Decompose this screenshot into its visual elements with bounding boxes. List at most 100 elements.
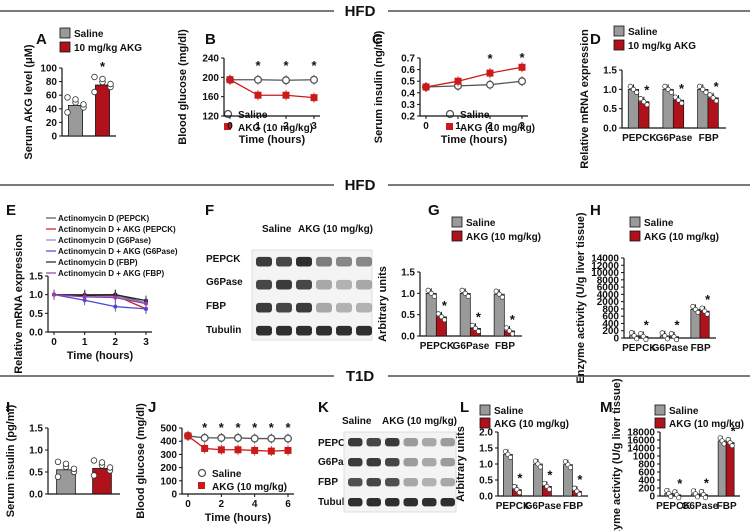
replicate-dot <box>665 86 671 92</box>
y-axis-label: Blood glucose (mg/dl) <box>177 29 189 145</box>
panel-label-c: C <box>372 31 383 48</box>
data-point-akg <box>310 94 318 102</box>
replicate-dot <box>702 495 709 501</box>
y-axis-label: Blood glucose (mg/dl) <box>135 403 147 519</box>
y-tick-label: 0.6 <box>401 65 415 76</box>
data-point-akg <box>282 91 290 99</box>
section-title-hfd-1: HFD <box>345 3 376 20</box>
blot-f-row-pepck: PEPCK <box>206 254 241 265</box>
axes-d: 0.0 0.5 1.0 1.5 Relative mRNA expression <box>579 29 726 169</box>
data-point-saline <box>233 433 243 442</box>
y-tick-label: 1.0 <box>29 290 43 301</box>
y-tick-label: 200 <box>160 463 177 474</box>
replicate-dot <box>475 328 482 334</box>
y-axis-label: Relative mRNA expression <box>13 234 25 374</box>
significance-star: * <box>311 58 317 73</box>
data-point <box>82 294 87 299</box>
bar-saline <box>459 292 471 337</box>
replicate-dot <box>627 83 633 89</box>
category-label: PEPCK <box>496 501 531 512</box>
legend-label-saline: Saline <box>212 469 242 480</box>
significance-star: * <box>644 83 650 98</box>
replicate-dot <box>694 494 701 500</box>
y-tick-label: 0.0 <box>479 492 493 503</box>
blot-f-header-akg: AKG (10 mg/kg) <box>298 224 373 235</box>
y-tick-label: 160 <box>202 92 219 103</box>
replicate-dot <box>472 325 478 331</box>
legend-swatch-saline <box>613 25 625 37</box>
panel-label-j: J <box>148 399 156 416</box>
y-axis-label: Enzyme activity (U/g liver tissue) <box>611 378 623 531</box>
x-tick-label: 1 <box>255 121 261 132</box>
legend-swatch-saline <box>451 216 463 228</box>
panel-label-a: A <box>36 31 47 48</box>
blot-band <box>316 279 332 290</box>
y-tick-label: 600 <box>602 312 619 323</box>
blot-band <box>422 458 437 467</box>
blot-band <box>422 438 437 447</box>
y-tick-label: 1.0 <box>401 289 415 300</box>
data-point-akg <box>454 77 462 85</box>
category-label: G6Pase <box>656 133 693 144</box>
legend-marker-akg <box>198 482 205 489</box>
legend-label-saline: Saline <box>466 218 496 229</box>
blot-band <box>256 325 272 336</box>
replicate-dot <box>435 311 441 317</box>
replicate-dot <box>700 86 706 92</box>
significance-star: * <box>269 420 275 435</box>
data-point-akg <box>226 76 234 84</box>
data-point-saline <box>517 77 527 86</box>
y-tick-label: 18000 <box>627 428 655 439</box>
data-point-saline <box>309 75 319 84</box>
legend-label-akg: AKG (10 mg/kg) <box>669 419 744 430</box>
bar-saline <box>68 105 83 137</box>
section-title-hfd-2: HFD <box>345 177 376 194</box>
y-tick-label: 0.5 <box>401 77 415 88</box>
blot-band <box>403 438 418 447</box>
legend-label-act-4: Actinomycin D + AKG (G6Pase) <box>58 247 178 256</box>
y-tick-label: 80 <box>46 77 58 88</box>
significance-star: * <box>519 50 525 65</box>
y-tick-label: 200 <box>638 484 655 495</box>
replicate-dot <box>507 454 513 460</box>
blot-f-membrane <box>251 249 373 341</box>
axes-l: 0.0 0.5 1.0 1.5 2.0 Arbitrary units <box>455 426 588 503</box>
y-axis-label: Serum insulin (ng/ml) <box>373 30 385 143</box>
legend-d: Saline 10 mg/kg AKG <box>613 25 696 52</box>
blot-band <box>440 498 455 507</box>
x-tick-label: 2 <box>219 499 225 510</box>
replicate-dot <box>662 83 668 89</box>
replicate-dot <box>90 457 98 464</box>
y-tick-label: 0.0 <box>603 124 617 135</box>
blot-band <box>336 279 352 290</box>
blot-band <box>296 256 312 267</box>
legend-marker-akg <box>224 123 231 130</box>
legend-h: Saline AKG (10 mg/kg) <box>629 216 719 243</box>
data-point-akg <box>422 83 430 91</box>
replicate-dot <box>664 336 670 342</box>
axes-h: 0200400600800200040006000800010000120001… <box>575 212 716 384</box>
section-title-t1d: T1D <box>346 368 375 385</box>
blot-band <box>276 279 292 290</box>
y-tick-label: 0 <box>613 334 619 345</box>
legend-label-act-6: Actinomycin D + AKG (FBP) <box>58 269 164 278</box>
y-tick-label: 1000 <box>633 452 656 463</box>
blot-f-row-tubulin: Tubulin <box>206 325 241 336</box>
western-blot-f: Saline AKG (10 mg/kg) PEPCK G6Pase FBP T… <box>206 224 373 341</box>
y-tick-label: 0.5 <box>401 310 415 321</box>
legend-label-act-2: Actinomycin D + AKG (PEPCK) <box>58 225 176 234</box>
axes-e: 0.0 0.5 1.0 1.5 Relative mRNA expression Time… <box>13 234 152 374</box>
significance-star: * <box>644 318 650 333</box>
y-tick-label: 800 <box>602 304 619 315</box>
y-tick-label: 2000 <box>597 297 620 308</box>
x-tick-label: 1 <box>82 337 88 348</box>
legend-marker-saline <box>197 468 207 478</box>
legend-e: Actinomycin D (PEPCK) Actinomycin D + AK… <box>46 214 178 278</box>
legend-swatch-saline <box>479 404 491 416</box>
y-axis-label: Serum AKG level (μM) <box>23 44 35 159</box>
replicate-dot <box>428 290 434 296</box>
y-tick-label: 10000 <box>591 268 619 279</box>
x-tick-label: 0 <box>51 337 57 348</box>
replicate-dot <box>493 288 499 294</box>
legend-label-akg: AKG (10 mg/kg) <box>212 482 287 493</box>
